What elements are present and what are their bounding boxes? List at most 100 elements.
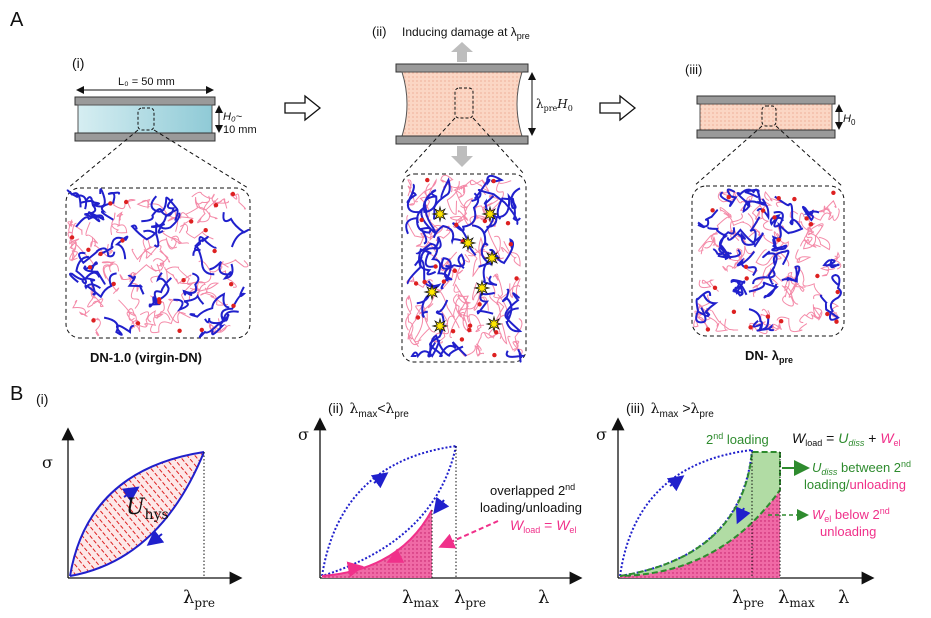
crosslink-dot bbox=[492, 352, 497, 358]
gel-sample-stretched bbox=[401, 71, 523, 137]
polymer-chain bbox=[97, 235, 129, 260]
plot-ii-tick-pre: λpre bbox=[454, 587, 486, 610]
area-label: Uhys bbox=[126, 495, 169, 523]
first-loading-curve bbox=[321, 445, 457, 577]
plot-iii-title: (iii) λmax >λpre bbox=[626, 400, 714, 420]
polymer-chain bbox=[471, 188, 519, 226]
plot-ii-xlabel: λ bbox=[538, 587, 549, 608]
polymer-chain bbox=[185, 202, 218, 220]
polymer-chain bbox=[209, 261, 234, 280]
polymer-chain bbox=[752, 266, 776, 285]
polymer-chain bbox=[781, 281, 805, 296]
step-i-roman: (i) bbox=[72, 55, 84, 71]
polymer-chain bbox=[407, 327, 431, 348]
crosslink-dot bbox=[776, 196, 781, 201]
crosslink-dot bbox=[452, 268, 457, 273]
plot-ii-ylabel: σ bbox=[298, 425, 309, 444]
polymer-chain bbox=[509, 278, 521, 299]
crosslink-dot bbox=[831, 190, 836, 195]
damage-star bbox=[481, 205, 499, 223]
polymer-chain bbox=[410, 339, 441, 359]
polymer-network-virgin bbox=[66, 188, 250, 339]
polymer-chain bbox=[101, 261, 120, 273]
polymer-chain bbox=[110, 211, 124, 236]
polymer-chain bbox=[771, 221, 804, 248]
polymer-chain bbox=[415, 178, 437, 203]
u-diss-note-2: loading/unloading bbox=[804, 477, 906, 492]
plot-iii: (iii) λmax >λpre σ 2nd loading Wload = Ud… bbox=[596, 400, 911, 610]
process-arrow-2 bbox=[599, 94, 637, 122]
polymer-chain bbox=[458, 179, 483, 191]
polymer-chain bbox=[126, 311, 150, 328]
crosslink-dot bbox=[230, 191, 236, 197]
polymer-chain bbox=[748, 281, 779, 299]
crosslink-dot bbox=[494, 330, 499, 335]
polymer-chain bbox=[144, 309, 164, 326]
crosslink-dot bbox=[765, 314, 771, 319]
u-diss-note-1: Udiss between 2nd bbox=[812, 459, 911, 477]
polymer-chain bbox=[182, 272, 200, 296]
polymer-chain bbox=[230, 192, 246, 210]
polymer-chain bbox=[194, 235, 215, 276]
step-ii-roman: (ii) bbox=[372, 24, 386, 39]
polymer-chain bbox=[456, 253, 471, 281]
plot-ii: (ii) λmax<λpre σ λmax λpre λ overlapped 2… bbox=[298, 400, 583, 610]
polymer-chain bbox=[748, 308, 770, 332]
plot-iii-tick-max: λmax bbox=[778, 587, 815, 610]
polymer-chain bbox=[222, 212, 250, 248]
crosslink-dot bbox=[156, 297, 162, 302]
polymer-chain bbox=[776, 316, 808, 333]
crosslink-dot bbox=[419, 217, 424, 223]
crosslink-dot bbox=[415, 315, 421, 320]
polymer-chain bbox=[826, 207, 840, 221]
step-i-name: DN-1.0 (virgin-DN) bbox=[90, 350, 202, 365]
polymer-chain bbox=[429, 299, 449, 348]
step-iii-roman: (iii) bbox=[685, 62, 702, 77]
polymer-chain bbox=[489, 294, 505, 323]
polymer-chain bbox=[789, 210, 815, 234]
polymer-chain bbox=[197, 200, 211, 224]
polymer-chain bbox=[787, 271, 806, 291]
polymer-chain bbox=[87, 291, 104, 308]
crosslink-dot bbox=[710, 208, 715, 213]
panel-b-label: B bbox=[10, 383, 23, 405]
polymer-chain bbox=[167, 298, 186, 324]
crosslink-dot bbox=[760, 208, 766, 213]
crosslink-dot bbox=[772, 215, 777, 220]
polymer-chain bbox=[103, 316, 134, 336]
polymer-chain bbox=[422, 189, 438, 214]
crosslink-dot bbox=[705, 327, 711, 332]
polymer-chain bbox=[150, 195, 179, 221]
w-el-note-2: unloading bbox=[820, 524, 876, 539]
polymer-chain bbox=[208, 322, 227, 333]
polymer-chain bbox=[802, 225, 823, 250]
polymer-chain bbox=[84, 196, 98, 219]
polymer-chain bbox=[501, 240, 521, 267]
damage-star bbox=[423, 283, 441, 301]
polymer-chain bbox=[764, 191, 784, 208]
polymer-chain bbox=[717, 246, 741, 259]
polymer-chain bbox=[432, 177, 451, 220]
polymer-chain bbox=[67, 220, 80, 243]
plot-iii-ylabel: σ bbox=[596, 425, 607, 444]
polymer-chain bbox=[427, 268, 454, 309]
polymer-chain bbox=[473, 296, 489, 311]
crosslink-dot bbox=[508, 242, 513, 247]
polymer-chain bbox=[191, 191, 229, 204]
polymer-chain bbox=[148, 277, 172, 308]
plot-iii-xlabel: λ bbox=[838, 587, 849, 608]
crosslink-dot bbox=[459, 337, 465, 342]
damage-star bbox=[483, 249, 501, 267]
polymer-chain bbox=[782, 284, 796, 307]
crosslink-dot bbox=[450, 329, 456, 334]
crosslink-dot bbox=[748, 325, 753, 330]
crosslink-dot bbox=[467, 323, 473, 328]
plot-ii-note-2: loading/unloading bbox=[480, 500, 582, 515]
height-label-1: H₀~ bbox=[223, 111, 243, 123]
damage-star bbox=[473, 279, 491, 297]
crosslink-dot bbox=[108, 201, 113, 206]
polymer-chain bbox=[130, 224, 157, 241]
polymer-chain bbox=[150, 258, 165, 272]
bottom-plate bbox=[74, 132, 216, 142]
crosslink-dot bbox=[808, 222, 814, 227]
